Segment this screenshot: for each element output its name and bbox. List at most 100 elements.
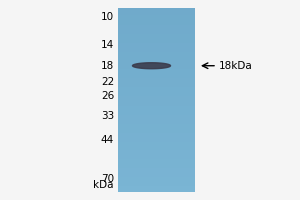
Bar bbox=[118, 161, 195, 163]
Bar bbox=[118, 47, 195, 48]
Bar bbox=[118, 56, 195, 58]
Bar bbox=[118, 113, 195, 115]
Bar bbox=[118, 69, 195, 71]
Bar bbox=[118, 85, 195, 87]
Bar bbox=[118, 152, 195, 153]
Bar bbox=[118, 117, 195, 118]
Bar bbox=[118, 76, 195, 78]
Bar bbox=[118, 183, 195, 185]
Bar bbox=[118, 157, 195, 159]
Bar bbox=[118, 32, 195, 34]
Bar bbox=[118, 98, 195, 100]
Bar bbox=[118, 144, 195, 146]
Bar bbox=[118, 12, 195, 14]
Bar bbox=[118, 131, 195, 133]
Bar bbox=[118, 172, 195, 174]
Bar bbox=[118, 34, 195, 36]
Bar bbox=[118, 10, 195, 12]
Bar bbox=[118, 164, 195, 166]
Bar bbox=[118, 45, 195, 47]
Bar bbox=[118, 120, 195, 122]
Bar bbox=[118, 28, 195, 30]
Text: 44: 44 bbox=[101, 135, 114, 145]
Bar bbox=[118, 128, 195, 129]
Bar bbox=[118, 146, 195, 148]
Bar bbox=[118, 43, 195, 45]
Bar bbox=[118, 94, 195, 96]
Bar bbox=[118, 37, 195, 39]
Text: 18: 18 bbox=[101, 61, 114, 71]
Bar bbox=[118, 50, 195, 52]
Bar bbox=[118, 8, 195, 192]
Bar bbox=[118, 19, 195, 21]
Bar bbox=[118, 48, 195, 50]
Bar bbox=[118, 26, 195, 28]
Bar bbox=[118, 179, 195, 181]
Bar bbox=[118, 36, 195, 37]
Bar bbox=[118, 150, 195, 152]
Bar bbox=[118, 174, 195, 175]
Bar bbox=[118, 186, 195, 188]
Bar bbox=[118, 135, 195, 137]
Bar bbox=[118, 17, 195, 19]
Bar bbox=[118, 30, 195, 32]
Bar bbox=[118, 87, 195, 89]
Bar bbox=[118, 83, 195, 85]
Bar bbox=[118, 21, 195, 23]
Bar bbox=[118, 107, 195, 109]
Bar bbox=[118, 63, 195, 65]
Bar bbox=[118, 140, 195, 142]
Bar bbox=[118, 52, 195, 54]
Text: kDa: kDa bbox=[94, 180, 114, 190]
Bar bbox=[118, 102, 195, 104]
Bar bbox=[118, 25, 195, 26]
Bar bbox=[118, 148, 195, 150]
Bar bbox=[118, 118, 195, 120]
Bar bbox=[118, 177, 195, 179]
Bar bbox=[118, 166, 195, 168]
Bar bbox=[118, 8, 195, 10]
Bar bbox=[118, 126, 195, 128]
Bar bbox=[118, 89, 195, 91]
Bar bbox=[118, 96, 195, 98]
Text: 14: 14 bbox=[101, 40, 114, 50]
Bar bbox=[118, 93, 195, 94]
Bar bbox=[118, 74, 195, 76]
Bar bbox=[118, 163, 195, 164]
Bar bbox=[118, 104, 195, 106]
Text: 26: 26 bbox=[101, 91, 114, 101]
Text: 22: 22 bbox=[101, 77, 114, 87]
Bar bbox=[118, 39, 195, 41]
Text: 10: 10 bbox=[101, 12, 114, 22]
Bar bbox=[118, 65, 195, 67]
Bar bbox=[118, 72, 195, 74]
Bar bbox=[118, 54, 195, 56]
Bar bbox=[118, 61, 195, 63]
Bar bbox=[118, 67, 195, 69]
Bar bbox=[118, 91, 195, 93]
Bar bbox=[118, 190, 195, 192]
Bar bbox=[118, 142, 195, 144]
Bar bbox=[118, 181, 195, 183]
Polygon shape bbox=[133, 63, 170, 69]
Bar bbox=[118, 71, 195, 72]
Bar bbox=[118, 129, 195, 131]
Bar bbox=[118, 133, 195, 135]
Bar bbox=[118, 175, 195, 177]
Bar bbox=[118, 111, 195, 113]
Bar bbox=[118, 122, 195, 124]
Bar bbox=[118, 58, 195, 60]
Bar bbox=[118, 139, 195, 140]
Bar bbox=[118, 82, 195, 83]
Bar bbox=[118, 15, 195, 17]
Bar bbox=[118, 168, 195, 170]
Bar bbox=[118, 100, 195, 102]
Bar bbox=[118, 155, 195, 157]
Bar bbox=[118, 106, 195, 107]
Bar bbox=[118, 124, 195, 126]
Bar bbox=[118, 23, 195, 25]
Bar bbox=[118, 153, 195, 155]
Text: 18kDa: 18kDa bbox=[219, 61, 253, 71]
Bar bbox=[118, 137, 195, 139]
Bar bbox=[118, 78, 195, 80]
